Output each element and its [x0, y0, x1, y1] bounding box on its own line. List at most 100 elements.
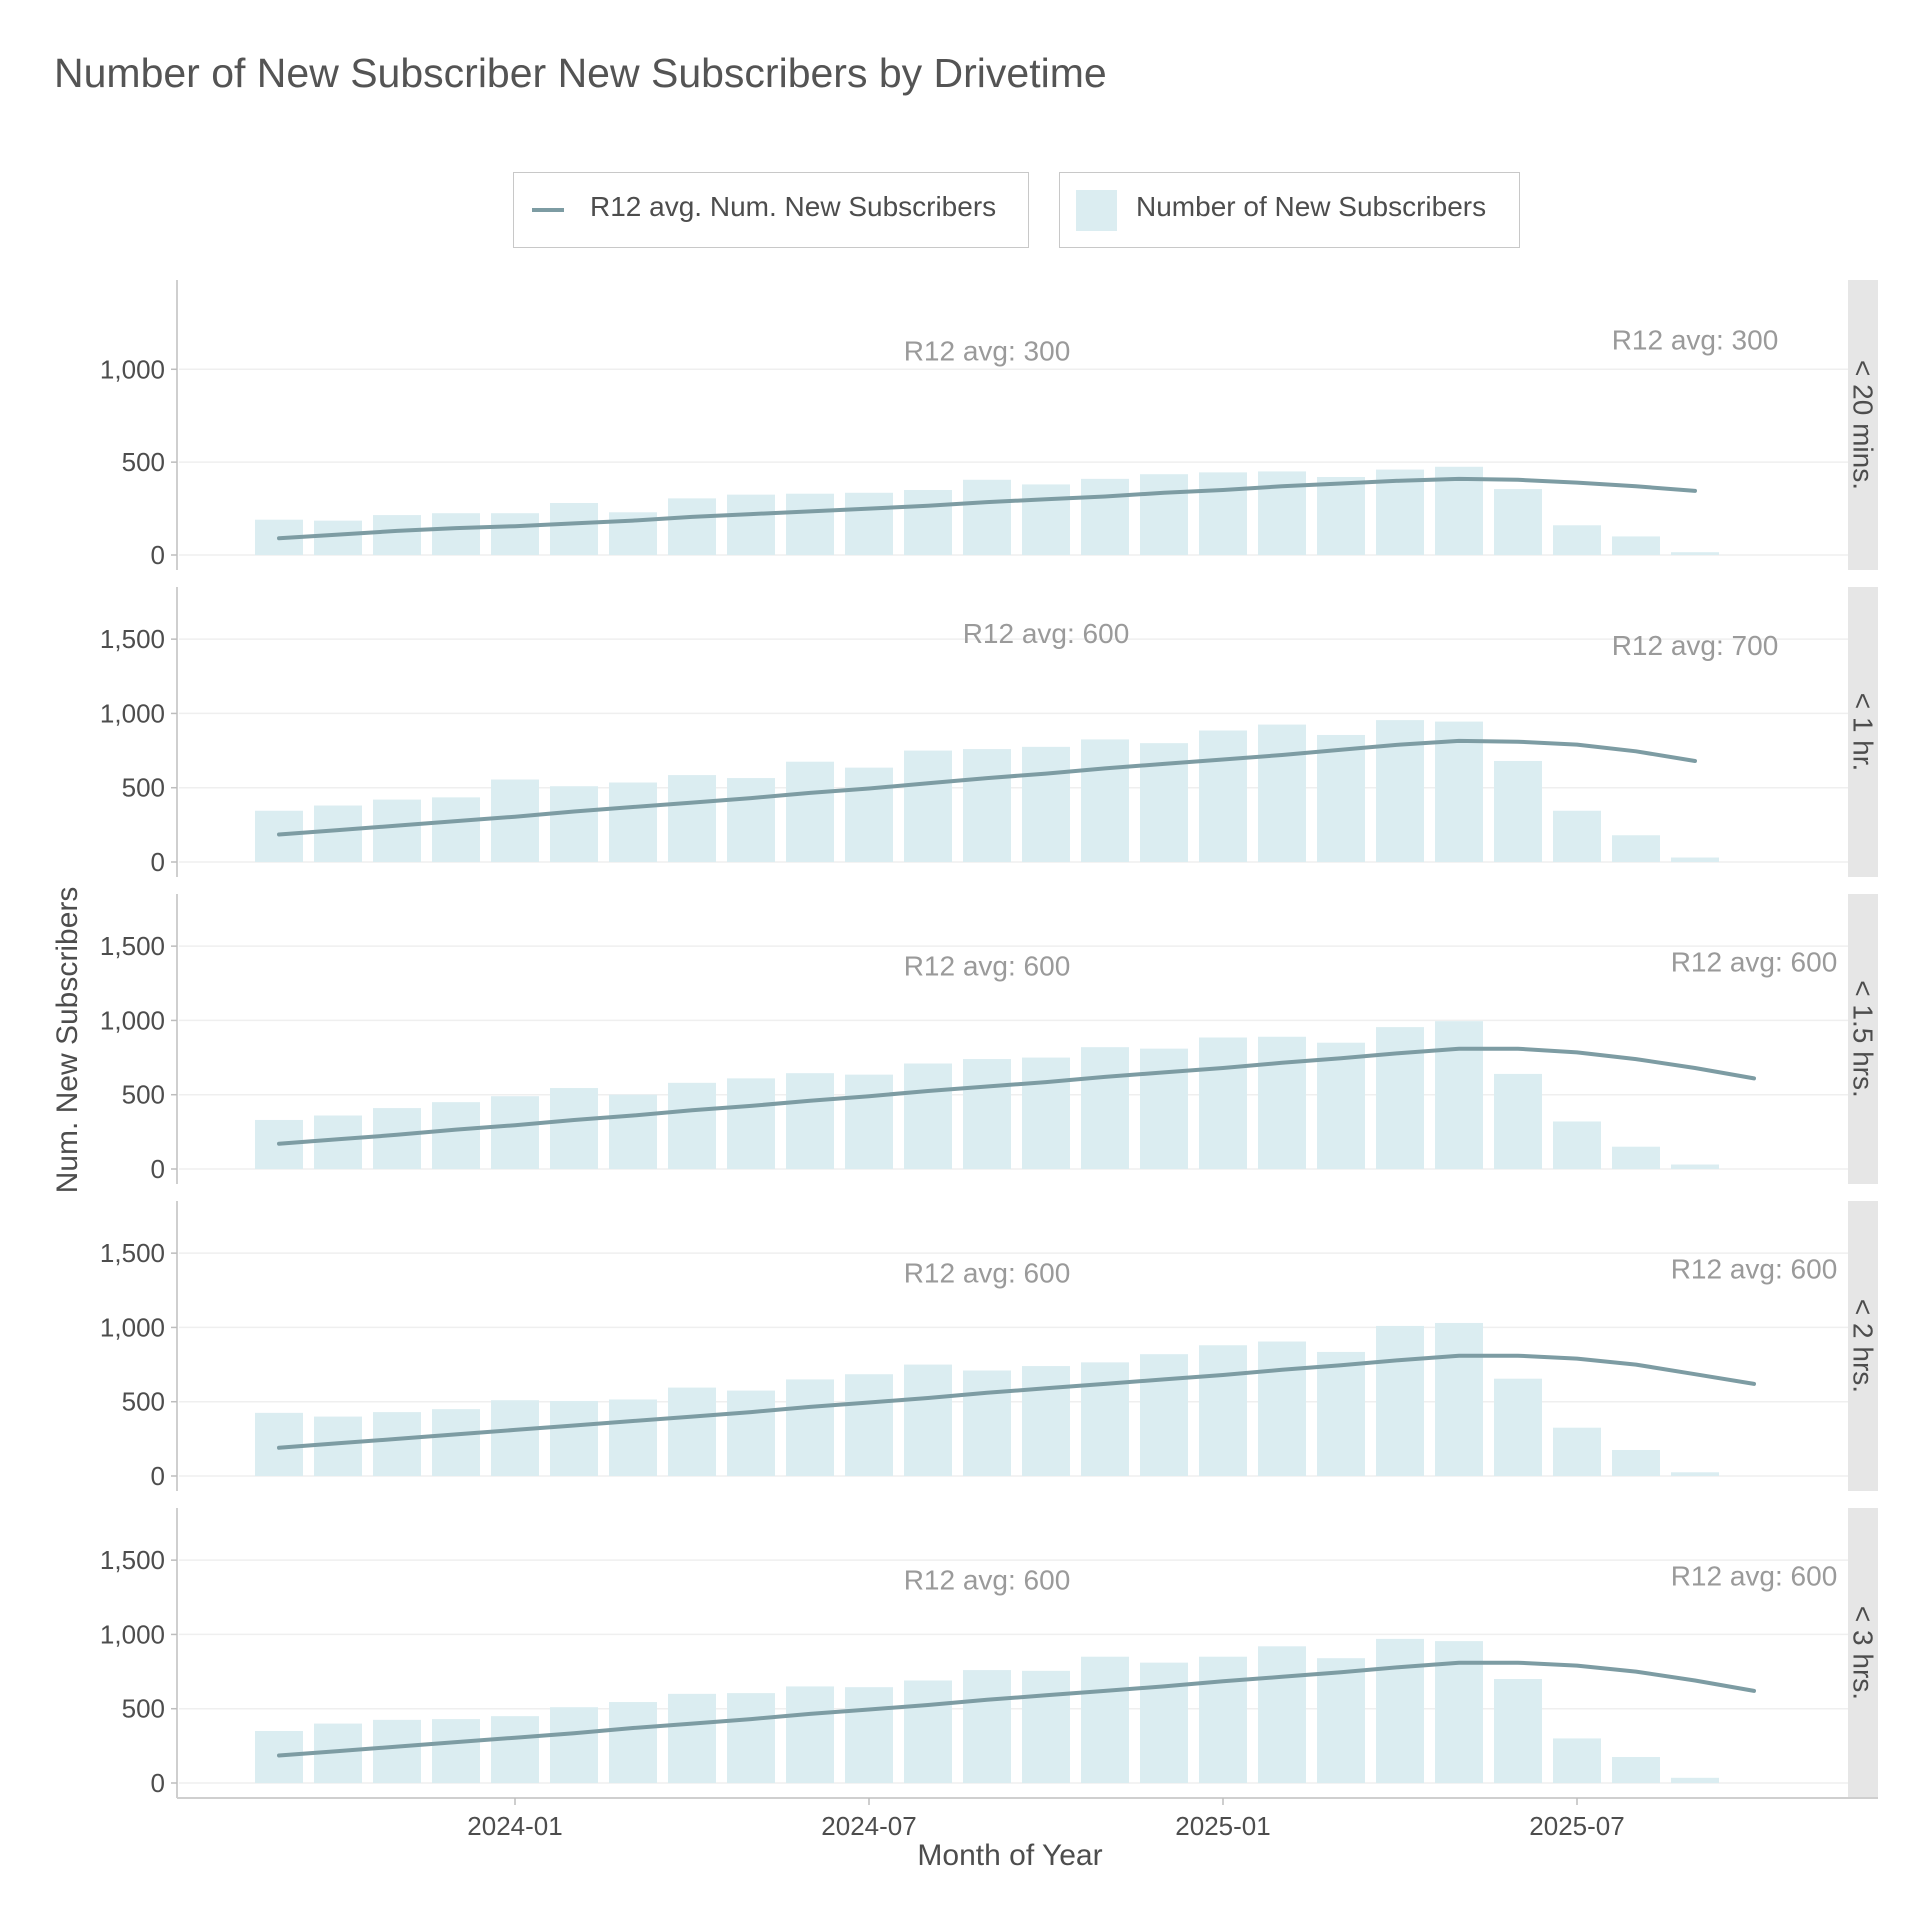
panel-5-y-tick-label: 500	[122, 1694, 165, 1724]
panel-4-y-tick-label: 500	[122, 1387, 165, 1417]
panel-5-bar	[727, 1693, 775, 1783]
panel-4-bar	[845, 1374, 893, 1476]
panel-5-bar	[432, 1719, 480, 1783]
panel-1-bar	[1376, 469, 1424, 555]
legend-bar-key	[1076, 190, 1117, 231]
panel-2-y-tick-label: 0	[151, 847, 165, 877]
panel-4-y-tick-label: 1,500	[100, 1238, 165, 1268]
panel-4-bar	[1081, 1362, 1129, 1476]
panel-4-y-tick-label: 0	[151, 1461, 165, 1491]
panel-2-bar	[1435, 721, 1483, 862]
panel-3-bar	[1553, 1121, 1601, 1169]
panel-2-bar	[904, 750, 952, 862]
chart-title: Number of New Subscriber New Subscribers…	[54, 50, 1107, 96]
panel-5-bar	[373, 1719, 421, 1783]
panel-3-annotation: R12 avg: 600	[1671, 947, 1838, 978]
panel-4-bar	[1553, 1427, 1601, 1476]
panel-4-y-tick-label: 1,000	[100, 1312, 165, 1342]
panel-4-bar	[1258, 1341, 1306, 1476]
panel-5-bar	[1494, 1679, 1542, 1783]
panel-5-bar	[1258, 1646, 1306, 1783]
panel-5-bar	[1022, 1670, 1070, 1783]
panel-4-r12-line	[277, 1353, 1756, 1450]
panel-4-bar	[786, 1379, 834, 1476]
legend-item-r12-average: R12 avg. Num. New Subscribers	[513, 172, 1029, 248]
panel-2-strip-label: < 1 hr.	[1848, 693, 1879, 772]
panel-3-bar	[1376, 1027, 1424, 1169]
panel-2-bar	[314, 805, 362, 862]
panel-3-bar	[904, 1063, 952, 1169]
panel-5-bar	[963, 1670, 1011, 1783]
panel-4-bar	[904, 1364, 952, 1476]
x-tick-label: 2025-01	[1175, 1811, 1270, 1841]
panel-1-bar	[786, 493, 834, 555]
panel-1-bar	[491, 513, 539, 555]
panel-4-bar	[1022, 1366, 1070, 1476]
panel-2-annotation: R12 avg: 700	[1612, 630, 1779, 661]
panel-2-bar	[668, 775, 716, 862]
panel-2-bar	[845, 767, 893, 862]
panel-1-bar	[1435, 466, 1483, 555]
panel-4-strip-label: < 2 hrs.	[1848, 1299, 1879, 1393]
panel-5-bar	[1140, 1662, 1188, 1783]
panel-4-bar	[1435, 1322, 1483, 1476]
panel-1-bar	[1140, 474, 1188, 555]
panel-5-bar	[1612, 1757, 1660, 1783]
panel-1-bar	[1022, 484, 1070, 555]
panel-2-y-tick-label: 500	[122, 773, 165, 803]
panel-3-bar	[550, 1088, 598, 1169]
panel-2-bar	[1553, 810, 1601, 862]
panel-4-bar	[963, 1370, 1011, 1476]
panel-5-bar	[1317, 1658, 1365, 1783]
x-tick-label: 2024-01	[467, 1811, 562, 1841]
panel-3-bar	[491, 1096, 539, 1169]
panel-2-bar	[373, 799, 421, 862]
panel-4-bar	[550, 1400, 598, 1476]
panel-1-bar	[1494, 489, 1542, 555]
panel-1-bar	[963, 479, 1011, 555]
panel-2-y-tick-label: 1,000	[100, 698, 165, 728]
panel-4-strip	[1848, 1201, 1878, 1491]
panel-2-bar	[1376, 720, 1424, 862]
panel-4-bar	[609, 1399, 657, 1476]
panel-1-bar	[1671, 552, 1719, 555]
panel-1-annotation: R12 avg: 300	[904, 336, 1071, 367]
panel-5-bar	[1553, 1738, 1601, 1783]
panel-3-bar	[786, 1073, 834, 1169]
panel-4-bar	[432, 1409, 480, 1476]
panel-2-bar	[1022, 746, 1070, 862]
panel-5-bar	[1671, 1777, 1719, 1783]
panel-1-strip-label: < 20 mins.	[1848, 360, 1879, 490]
panel-3-bar	[1199, 1037, 1247, 1169]
panel-2-bar	[1258, 724, 1306, 862]
panel-5-bar	[609, 1702, 657, 1783]
panel-2-bar	[432, 797, 480, 862]
panel-2-bar	[1612, 835, 1660, 862]
panel-2-y-tick-label: 1,500	[100, 624, 165, 654]
panel-1-y-tick-label: 0	[151, 540, 165, 570]
panel-5-bar	[1376, 1638, 1424, 1783]
panel-5-y-tick-label: 1,000	[100, 1619, 165, 1649]
panel-4-bar	[1376, 1325, 1424, 1476]
panel-5-bar	[668, 1693, 716, 1783]
panel-2-bar	[550, 786, 598, 862]
panel-2-bar	[1494, 760, 1542, 862]
panel-5-bar	[845, 1687, 893, 1783]
legend-item-new-subscribers: Number of New Subscribers	[1059, 172, 1520, 248]
panel-3-y-tick-label: 1,500	[100, 931, 165, 961]
x-tick-label: 2024-07	[821, 1811, 916, 1841]
panel-3-bar	[1671, 1164, 1719, 1169]
y-axis-label: Num. New Subscribers	[51, 886, 84, 1194]
panel-3-strip	[1848, 894, 1878, 1184]
panel-3-bar	[432, 1102, 480, 1169]
panel-5-annotation: R12 avg: 600	[1671, 1561, 1838, 1592]
panel-1-bar	[668, 498, 716, 555]
panel-3-r12-line	[277, 1046, 1756, 1146]
panel-1-r12-line	[277, 476, 1697, 541]
panel-3-y-tick-label: 500	[122, 1080, 165, 1110]
panel-3-bar	[609, 1094, 657, 1169]
panel-2-strip	[1848, 587, 1878, 877]
panel-1-strip	[1848, 280, 1878, 570]
panel-4-bar	[1317, 1351, 1365, 1476]
panel-3-bar	[1612, 1146, 1660, 1169]
